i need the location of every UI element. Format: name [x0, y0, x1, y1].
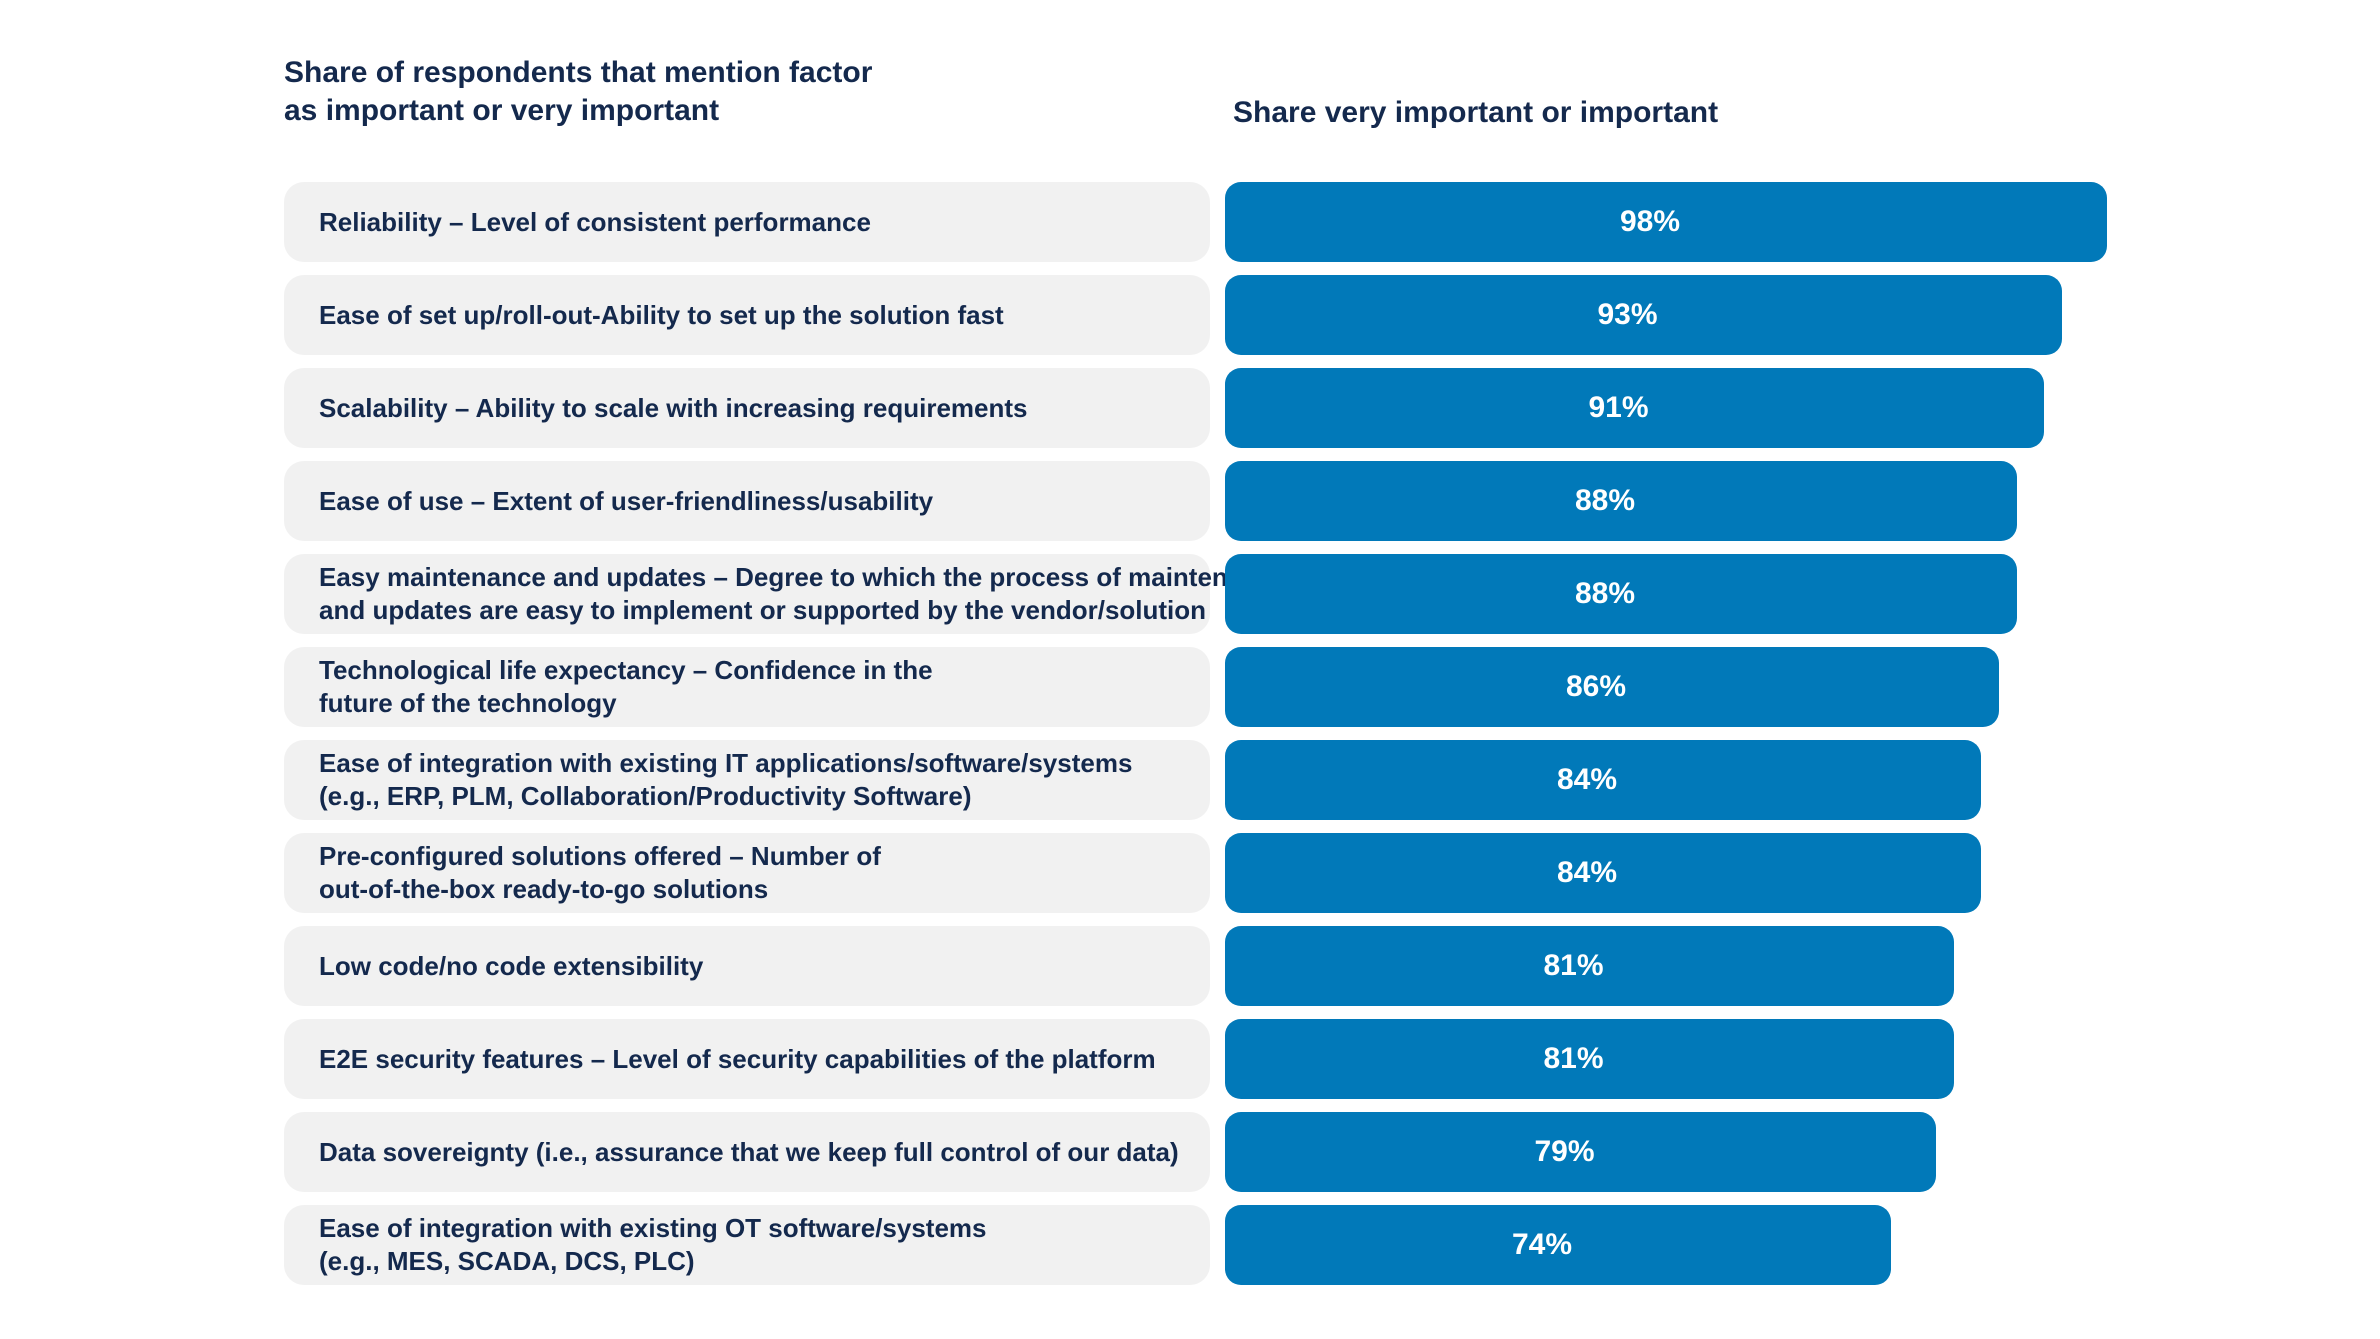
bar-value-label: 74% [1511, 1228, 1573, 1261]
factor-label-line: Ease of integration with existing IT app… [319, 748, 1133, 778]
bar-value-label: 88% [1574, 484, 1636, 517]
factor-label: Reliability – Level of consistent perfor… [319, 206, 871, 239]
factor-label-box: Ease of use – Extent of user-friendlines… [284, 461, 1210, 541]
factor-label-box: Ease of integration with existing IT app… [284, 740, 1210, 820]
bar [1225, 182, 2107, 262]
chart-title-right: Share very important or important [1233, 96, 1719, 129]
bar [1225, 647, 1999, 727]
bar-value-label: 84% [1556, 856, 1618, 889]
factor-label: Low code/no code extensibility [319, 950, 703, 983]
factor-label-box: Data sovereignty (i.e., assurance that w… [284, 1112, 1210, 1192]
bar-value-label: 79% [1534, 1135, 1595, 1168]
factor-label-box: Ease of set up/roll-out-Ability to set u… [284, 275, 1210, 355]
factor-label: Technological life expectancy – Confiden… [319, 654, 933, 720]
factor-label-line: (e.g., MES, SCADA, DCS, PLC) [319, 1246, 695, 1276]
factor-label: Ease of integration with existing IT app… [319, 747, 1132, 813]
chart-title-left: Share of respondents that mention factor… [284, 54, 984, 130]
bar [1225, 275, 2062, 355]
bar-value-label: 86% [1565, 670, 1627, 703]
bar [1225, 740, 1981, 820]
factor-label-line: future of the technology [319, 688, 617, 718]
factor-label: Easy maintenance and updates – Degree to… [319, 561, 1287, 627]
factor-label-box: Scalability – Ability to scale with incr… [284, 368, 1210, 448]
factor-label-box: Low code/no code extensibility [284, 926, 1210, 1006]
factor-label-line: Low code/no code extensibility [319, 950, 704, 981]
factor-label-box: E2E security features – Level of securit… [284, 1019, 1210, 1099]
bar-value-label: 98% [1619, 205, 1681, 238]
bar [1225, 926, 1954, 1006]
factor-label-line: Reliability – Level of consistent perfor… [319, 206, 871, 237]
bar-value-label: 81% [1543, 949, 1604, 982]
bar-value-label: 93% [1597, 298, 1658, 331]
factor-label-box: Easy maintenance and updates – Degree to… [284, 554, 1287, 634]
factor-label: E2E security features – Level of securit… [319, 1043, 1156, 1076]
factor-label-line: Ease of use – Extent of user-friendlines… [319, 485, 934, 516]
bar-value-label: 91% [1588, 391, 1649, 424]
factor-label-box: Technological life expectancy – Confiden… [284, 647, 1210, 727]
bar [1225, 1019, 1954, 1099]
factor-label-box: Ease of integration with existing OT sof… [284, 1205, 1210, 1285]
factor-label-box: Pre-configured solutions offered – Numbe… [284, 833, 1210, 913]
chart-title-left-line-2: as important or very important [284, 94, 720, 127]
bar [1225, 368, 2044, 448]
factor-label-line: out-of-the-box ready-to-go solutions [319, 874, 769, 904]
factor-label-box: Reliability – Level of consistent perfor… [284, 182, 1210, 262]
bar [1225, 833, 1981, 913]
bar-value-label: 84% [1556, 763, 1618, 796]
bar-value-label: 88% [1574, 577, 1636, 610]
factor-label-line: Ease of integration with existing OT sof… [319, 1213, 987, 1243]
factor-label-line: Technological life expectancy – Confiden… [319, 655, 933, 685]
factor-label-line: Ease of set up/roll-out-Ability to set u… [319, 299, 1004, 330]
factor-label-line: E2E security features – Level of securit… [319, 1043, 1156, 1074]
bar [1225, 1205, 1891, 1285]
factor-label: Ease of set up/roll-out-Ability to set u… [319, 299, 1004, 332]
factor-label-line: Data sovereignty (i.e., assurance that w… [319, 1136, 1179, 1167]
factor-label-line: Scalability – Ability to scale with incr… [319, 392, 1028, 423]
bar-value-label: 81% [1543, 1042, 1604, 1075]
factor-label: Pre-configured solutions offered – Numbe… [319, 840, 881, 906]
bar [1225, 461, 2017, 541]
factor-label: Ease of use – Extent of user-friendlines… [319, 485, 933, 518]
chart-title-left-line-1: Share of respondents that mention factor [284, 56, 873, 89]
factor-label-line: (e.g., ERP, PLM, Collaboration/Productiv… [319, 781, 972, 811]
factor-label-line: and updates are easy to implement or sup… [319, 595, 1207, 625]
factor-label: Scalability – Ability to scale with incr… [319, 392, 1028, 425]
factor-label-line: Easy maintenance and updates – Degree to… [319, 562, 1288, 592]
factor-label: Data sovereignty (i.e., assurance that w… [319, 1136, 1179, 1169]
factor-label-line: Pre-configured solutions offered – Numbe… [319, 841, 881, 871]
bar [1225, 554, 2017, 634]
factor-label: Ease of integration with existing OT sof… [319, 1212, 987, 1278]
bar [1225, 1112, 1936, 1192]
